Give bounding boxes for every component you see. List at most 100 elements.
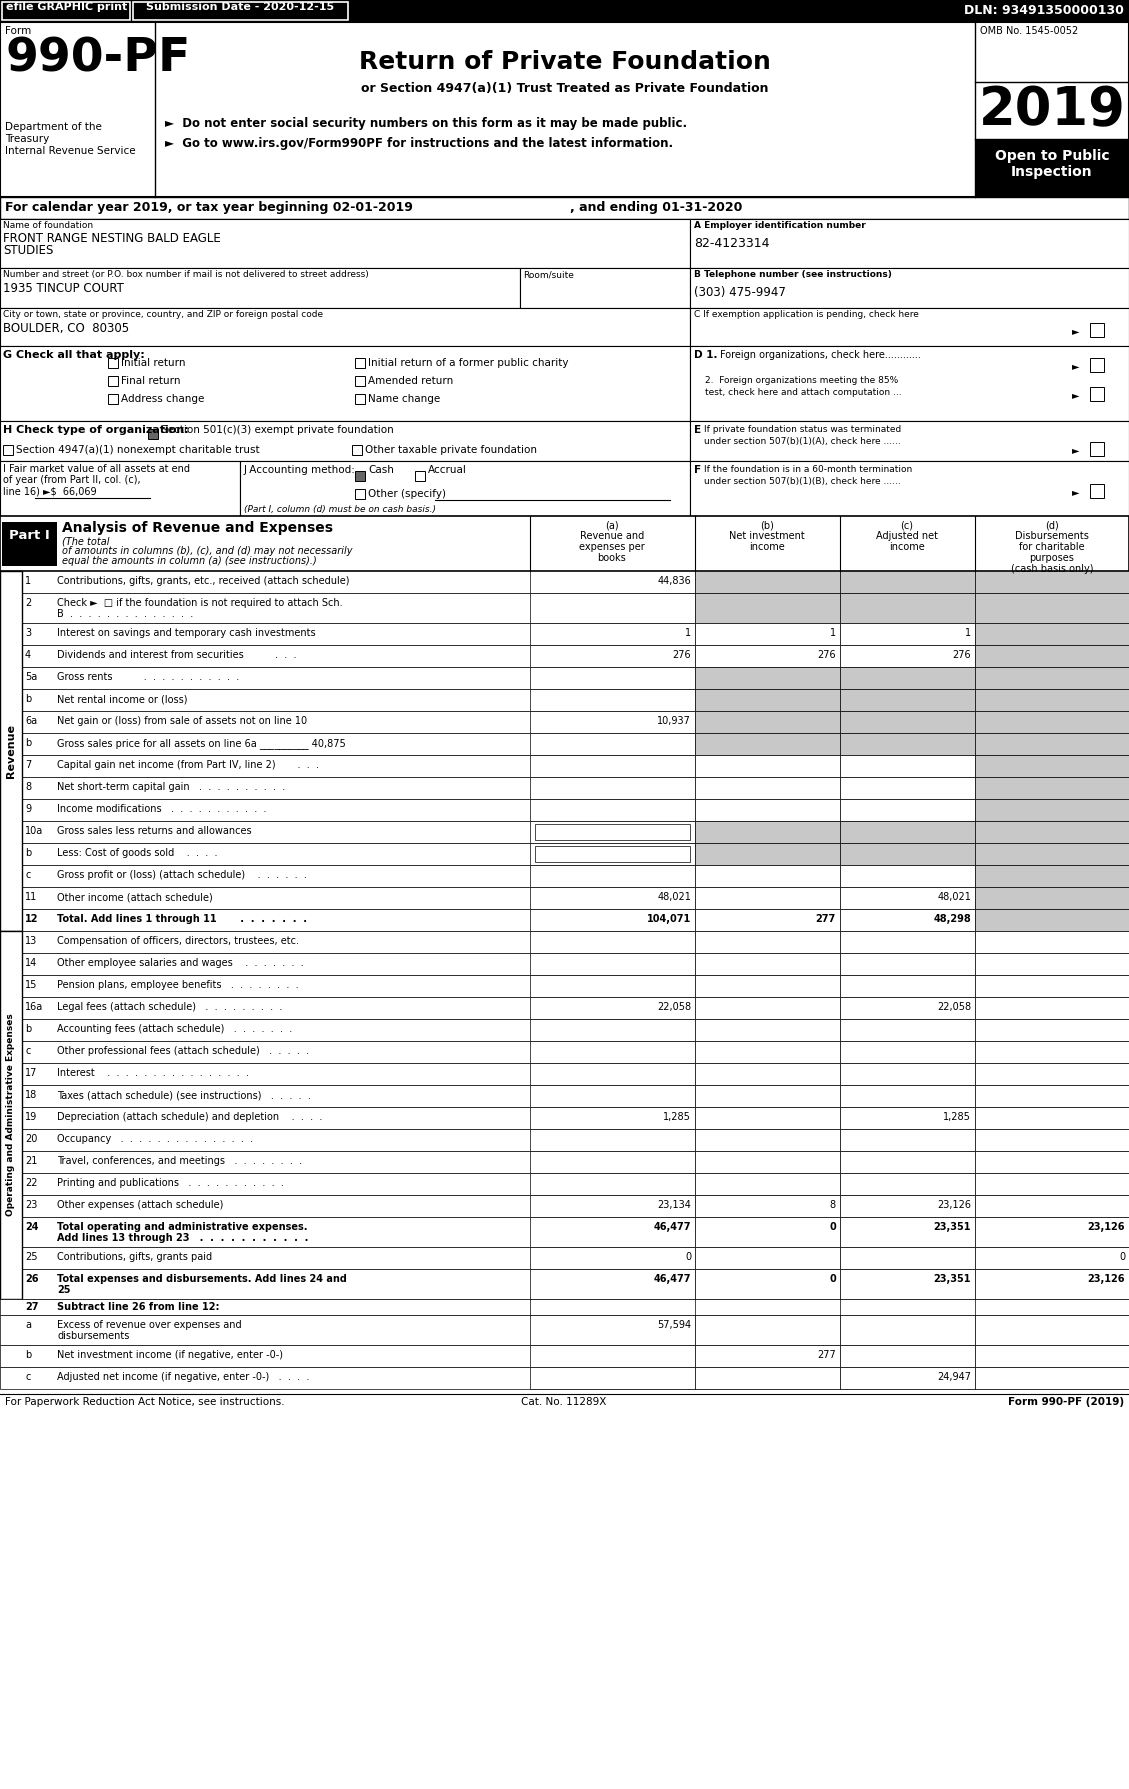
Bar [695,996,840,1020]
Text: 24,947: 24,947 [937,1372,971,1381]
Bar [695,1195,840,1217]
Text: income: income [890,542,925,553]
Text: 990-PF: 990-PF [5,36,191,81]
Bar [695,776,840,800]
Bar [1089,442,1104,456]
Bar [530,689,695,710]
Bar [355,488,365,499]
Bar [975,689,1129,710]
Text: 22,058: 22,058 [937,1002,971,1013]
Text: 23,126: 23,126 [937,1200,971,1209]
Bar [975,710,1129,733]
Bar [975,1367,1129,1388]
Text: Adjusted net: Adjusted net [876,531,938,540]
Text: 15: 15 [25,980,37,989]
Bar [975,866,1129,887]
Bar [108,376,119,386]
Bar [975,1268,1129,1299]
Bar [0,218,690,268]
Text: 22,058: 22,058 [657,1002,691,1013]
Text: Other professional fees (attach schedule)   .  .  .  .  .: Other professional fees (attach schedule… [56,1047,309,1056]
Bar [0,646,1129,667]
Text: a: a [25,1320,30,1329]
Text: 276: 276 [673,649,691,660]
Bar [975,140,1129,197]
Text: Compensation of officers, directors, trustees, etc.: Compensation of officers, directors, tru… [56,936,299,946]
Text: Other expenses (attach schedule): Other expenses (attach schedule) [56,1200,224,1209]
Bar [1089,485,1104,497]
Bar [0,345,690,420]
Text: Accounting fees (attach schedule)   .  .  .  .  .  .  .: Accounting fees (attach schedule) . . . … [56,1023,292,1034]
Bar [690,462,1129,515]
Text: Disbursements: Disbursements [1015,531,1089,540]
Bar [975,821,1129,843]
Bar [0,689,1129,710]
Bar [530,887,695,909]
Text: line 16) ►$  66,069: line 16) ►$ 66,069 [3,487,97,496]
Text: 23: 23 [25,1200,37,1209]
Bar [975,1063,1129,1084]
Bar [840,592,975,623]
Bar [840,843,975,866]
Bar [0,1247,1129,1268]
Text: B Telephone number (see instructions): B Telephone number (see instructions) [694,270,892,279]
Bar [975,1345,1129,1367]
Text: Accrual: Accrual [428,465,467,476]
Bar [530,1063,695,1084]
Bar [840,1174,975,1195]
Bar [1089,324,1104,336]
Text: 48,021: 48,021 [657,893,691,902]
Bar [0,21,1129,197]
Text: Open to Public
Inspection: Open to Public Inspection [995,148,1110,179]
Bar [530,1217,695,1247]
Bar [530,571,695,592]
Text: Total. Add lines 1 through 11       .  .  .  .  .  .  .: Total. Add lines 1 through 11 . . . . . … [56,914,307,923]
Text: or Section 4947(a)(1) Trust Treated as Private Foundation: or Section 4947(a)(1) Trust Treated as P… [361,82,769,95]
Text: (303) 475-9947: (303) 475-9947 [694,286,786,299]
Bar [530,975,695,996]
Bar [0,623,1129,646]
Bar [1089,386,1104,401]
Bar [695,843,840,866]
Bar [535,825,690,841]
Text: Net rental income or (loss): Net rental income or (loss) [56,694,187,705]
Text: Gross sales price for all assets on line 6a __________ 40,875: Gross sales price for all assets on line… [56,739,345,750]
Text: 22: 22 [25,1177,37,1188]
Text: Net short-term capital gain   .  .  .  .  .  .  .  .  .  .: Net short-term capital gain . . . . . . … [56,782,286,793]
Text: Contributions, gifts, grants, etc., received (attach schedule): Contributions, gifts, grants, etc., rece… [56,576,350,587]
Text: 277: 277 [816,914,835,923]
Text: C If exemption application is pending, check here: C If exemption application is pending, c… [694,309,919,318]
Text: Other taxable private foundation: Other taxable private foundation [365,445,537,454]
Text: 7: 7 [25,760,32,769]
Bar [0,268,520,308]
Bar [975,667,1129,689]
Text: 2.  Foreign organizations meeting the 85%: 2. Foreign organizations meeting the 85% [704,376,899,385]
Bar [840,909,975,930]
Bar [695,866,840,887]
Bar [0,1345,1129,1367]
Bar [530,909,695,930]
Bar [530,623,695,646]
Bar [975,1084,1129,1107]
Bar [530,1129,695,1150]
Text: I Fair market value of all assets at end: I Fair market value of all assets at end [3,463,190,474]
Text: Foreign organizations, check here............: Foreign organizations, check here.......… [720,351,921,360]
Bar [530,1247,695,1268]
Text: Form 990-PF (2019): Form 990-PF (2019) [1008,1397,1124,1406]
Bar [840,1041,975,1063]
Bar [530,1367,695,1388]
Bar [530,1174,695,1195]
Bar [2,2,130,20]
Bar [530,954,695,975]
Bar [840,710,975,733]
Bar [690,420,1129,462]
Bar [695,1041,840,1063]
Bar [695,1063,840,1084]
Text: ►: ► [1073,361,1079,370]
Bar [695,733,840,755]
Text: 20: 20 [25,1134,37,1143]
Text: FRONT RANGE NESTING BALD EAGLE: FRONT RANGE NESTING BALD EAGLE [3,233,221,245]
Text: 44,836: 44,836 [657,576,691,587]
Bar [0,197,1129,218]
Text: Final return: Final return [121,376,181,386]
